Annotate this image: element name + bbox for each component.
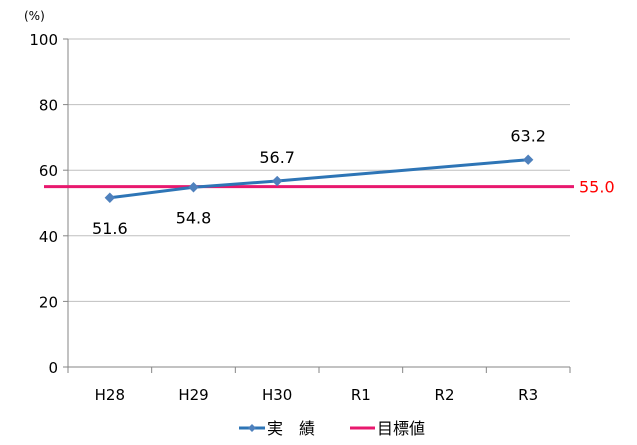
data-label-H28: 51.6 [92, 219, 128, 238]
x-tick-label-H29: H29 [178, 386, 208, 404]
legend-target-label: 目標値 [377, 419, 425, 438]
axes: 0 20 40 60 80 100 H28 H29 H30 R1 R2 R3 [29, 31, 571, 404]
y-tick-label: 40 [39, 228, 58, 246]
grid-lines [68, 38, 570, 302]
x-tick-label-H28: H28 [95, 386, 125, 404]
data-labels: 51.6 54.8 56.7 63.2 [92, 127, 546, 238]
data-label-R3: 63.2 [510, 127, 546, 146]
x-tick-label-R2: R2 [435, 386, 455, 404]
y-tick-label: 100 [29, 31, 58, 49]
legend-actual-label: 実 績 [267, 419, 315, 438]
data-label-H29: 54.8 [176, 208, 212, 227]
target-value-label: 55.0 [579, 178, 615, 197]
data-point-H29 [188, 182, 199, 193]
x-tick-label-H30: H30 [262, 386, 292, 404]
series-group [104, 154, 534, 203]
series-line [109, 158, 529, 200]
y-unit-label: (%) [24, 9, 45, 23]
x-tick-label-R3: R3 [518, 386, 538, 404]
data-point-R3 [522, 154, 534, 165]
target-line-group: 55.0 [44, 178, 615, 197]
y-tick-label: 20 [39, 293, 58, 311]
y-tick-label: 60 [39, 162, 58, 180]
legend-actual-marker [248, 424, 256, 432]
x-tick-label-R1: R1 [351, 386, 371, 404]
legend: 実 績 目標値 [239, 419, 425, 438]
data-point-H30 [271, 175, 283, 187]
data-label-H30: 56.7 [259, 148, 295, 167]
y-tick-label: 80 [39, 97, 58, 115]
data-point-H28 [104, 192, 116, 203]
y-tick-label: 0 [48, 359, 58, 377]
